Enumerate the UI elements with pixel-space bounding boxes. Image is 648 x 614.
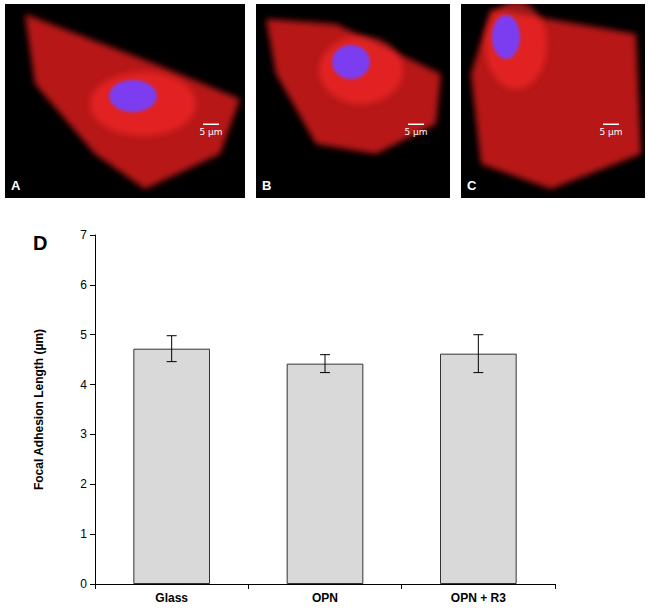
svg-text:3: 3 [80,427,87,441]
svg-text:OPN + R3: OPN + R3 [451,591,506,605]
svg-text:OPN: OPN [312,591,338,605]
svg-text:5 µm: 5 µm [404,127,427,137]
svg-text:5 µm: 5 µm [599,127,622,137]
svg-text:Glass: Glass [155,591,188,605]
svg-text:1: 1 [80,527,87,541]
svg-text:B: B [262,178,271,193]
svg-text:5 µm: 5 µm [199,127,222,137]
svg-text:0: 0 [80,577,87,591]
svg-text:7: 7 [80,228,87,242]
svg-text:C: C [467,178,477,193]
svg-text:A: A [11,178,21,193]
svg-text:2: 2 [80,477,87,491]
svg-text:D: D [33,232,47,254]
svg-text:5: 5 [80,328,87,342]
svg-text:4: 4 [80,378,87,392]
svg-text:6: 6 [80,278,87,292]
svg-text:Focal Adhesion Length (µm): Focal Adhesion Length (µm) [32,329,46,490]
